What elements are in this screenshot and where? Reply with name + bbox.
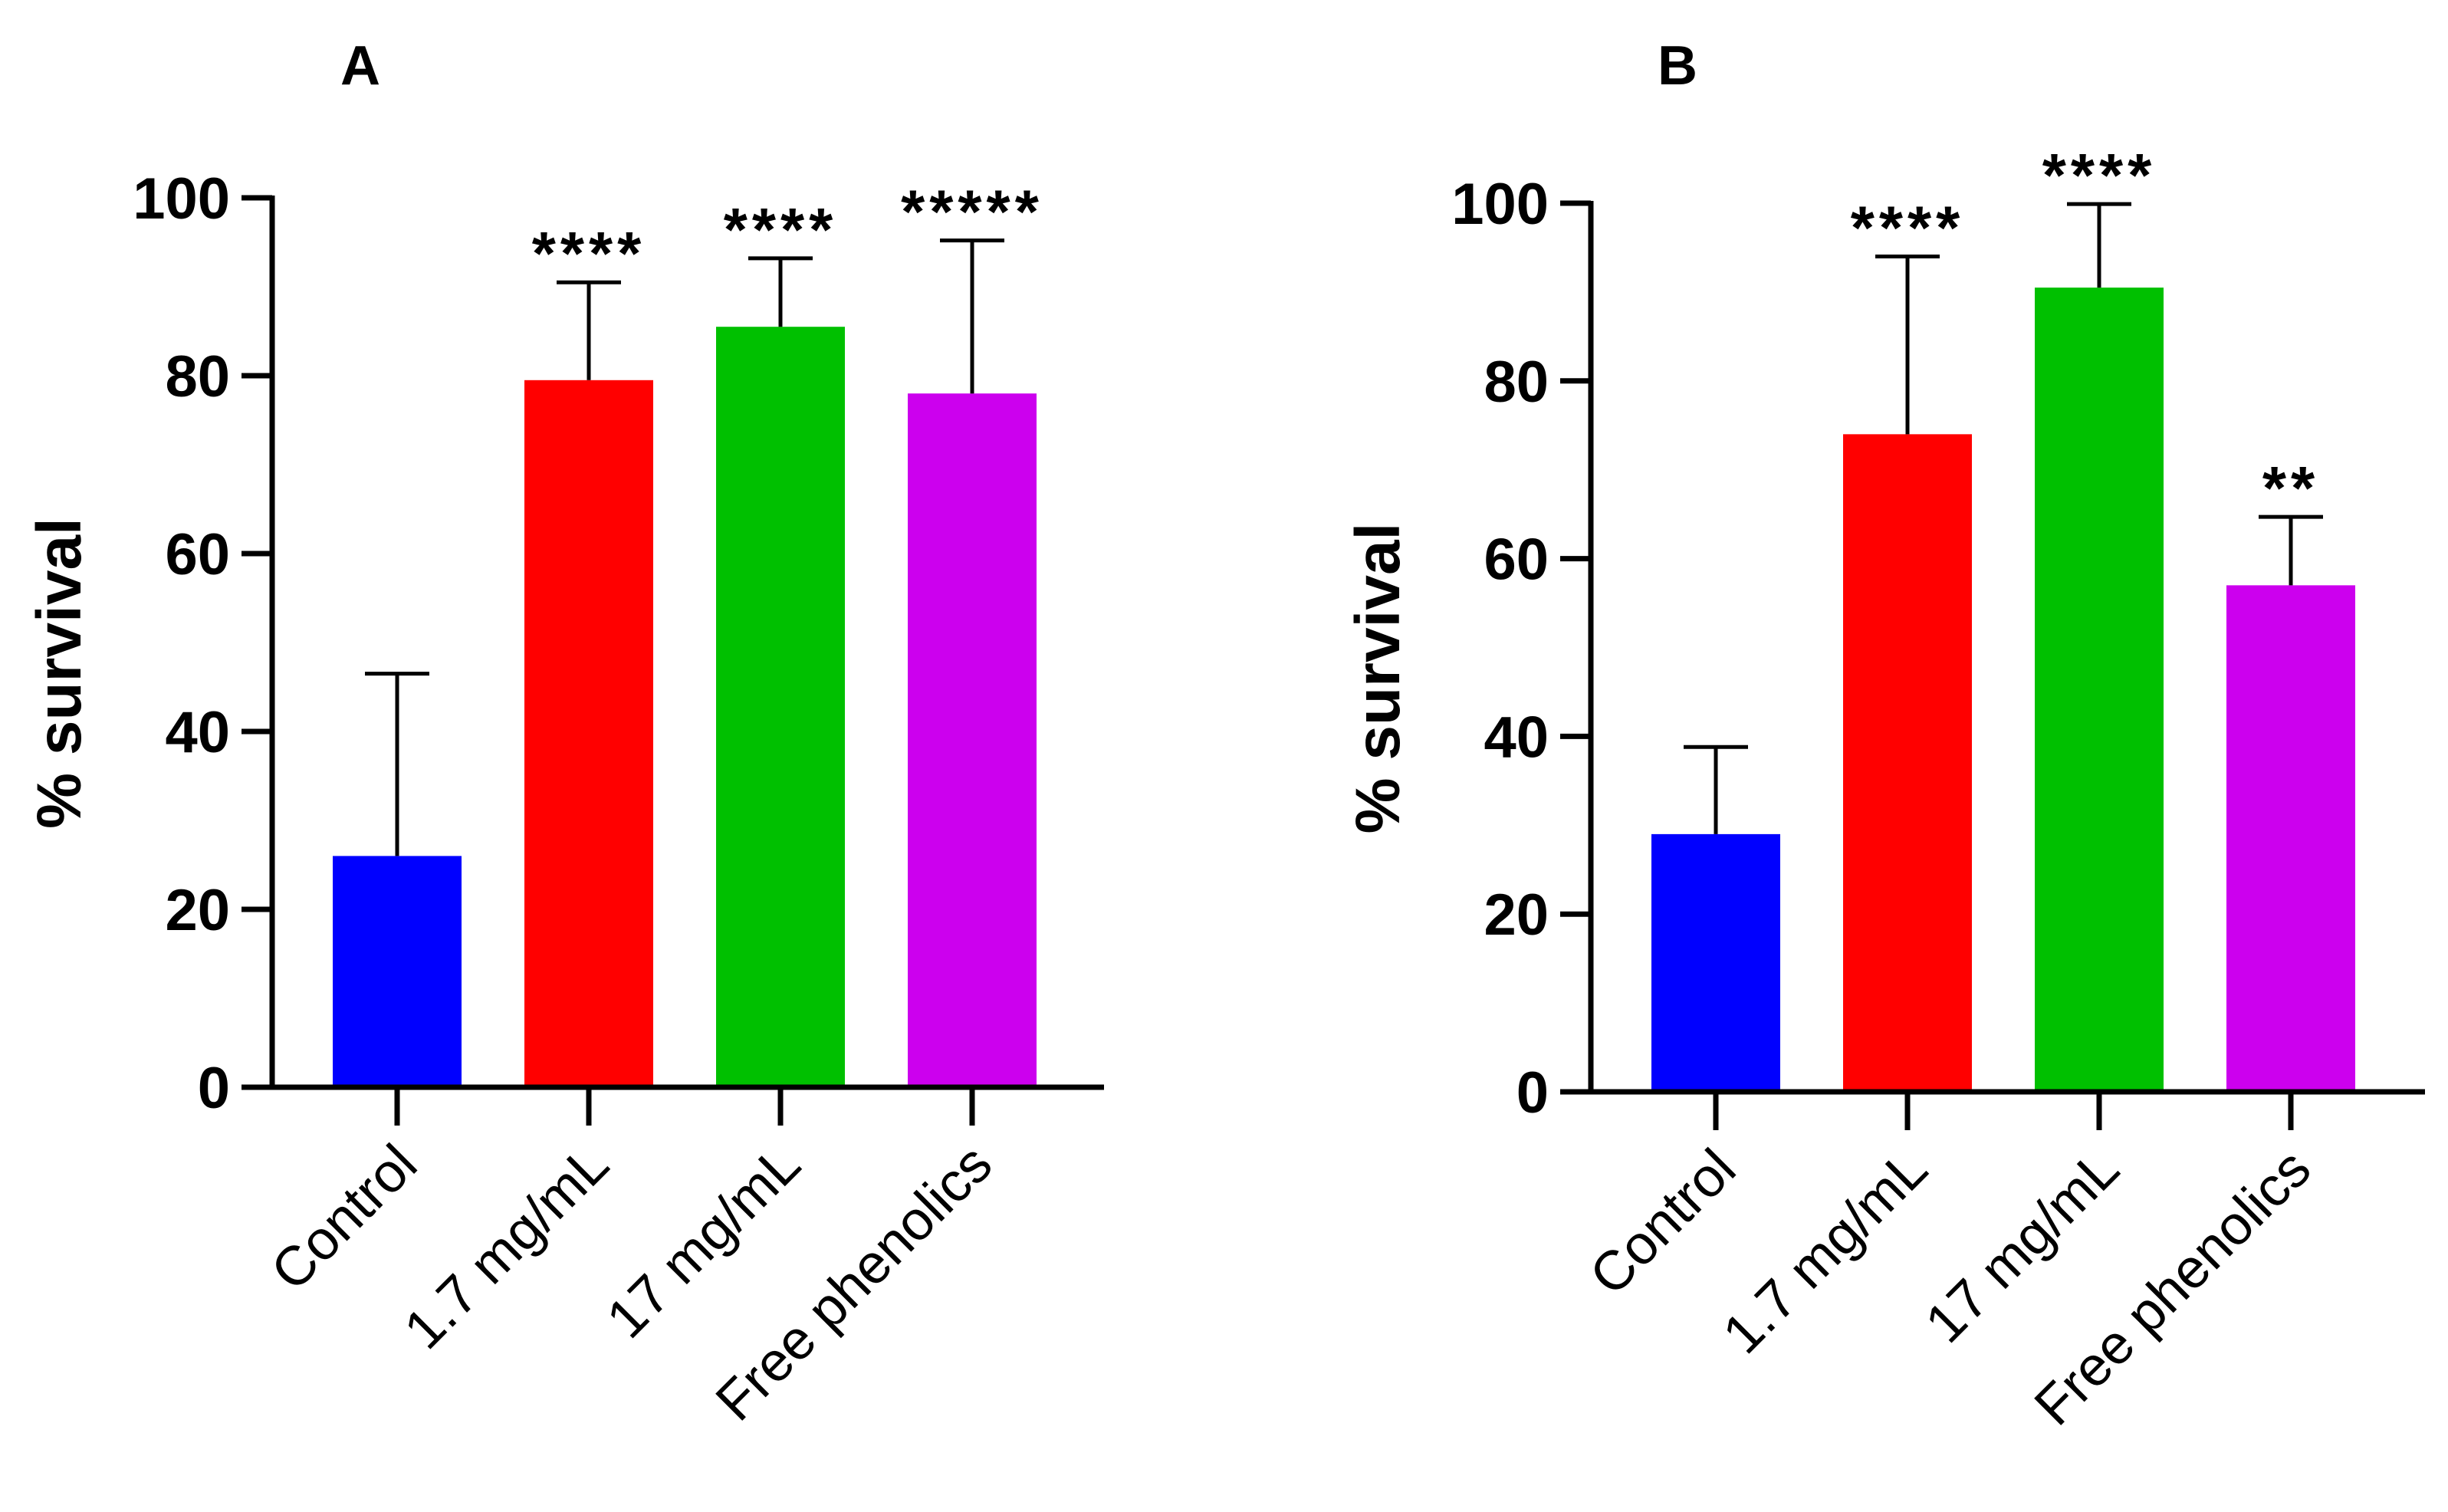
significance-label: ** <box>2262 454 2319 522</box>
y-tick-label: 100 <box>1451 172 1549 237</box>
bar-a-2 <box>716 327 845 1087</box>
panel-label: A <box>340 35 380 97</box>
significance-label: **** <box>532 219 646 288</box>
y-axis-title: % survival <box>25 518 94 829</box>
bar-a-1 <box>524 380 653 1087</box>
y-tick-label: 80 <box>1484 350 1549 415</box>
bar-b-3 <box>2226 585 2355 1092</box>
category-label: Control <box>260 1133 429 1303</box>
y-tick-label: 20 <box>165 878 230 943</box>
y-tick-label: 60 <box>165 522 230 587</box>
bar-a-3 <box>908 393 1037 1087</box>
y-tick-label: 0 <box>198 1056 230 1121</box>
y-tick-label: 40 <box>165 700 230 765</box>
bar-b-2 <box>2035 288 2164 1093</box>
significance-label: **** <box>1851 194 1965 262</box>
y-tick-label: 80 <box>165 344 230 409</box>
bar-b-0 <box>1651 833 1780 1092</box>
y-tick-label: 20 <box>1484 883 1549 948</box>
y-tick-label: 100 <box>133 166 230 232</box>
significance-label: **** <box>724 196 838 264</box>
significance-label: ***** <box>901 178 1043 246</box>
category-label: 1.7 mg/mL <box>393 1133 620 1361</box>
category-label: 1.7 mg/mL <box>1711 1138 1939 1366</box>
y-tick-label: 0 <box>1516 1060 1549 1126</box>
panel-label: B <box>1658 35 1697 97</box>
significance-label: **** <box>2042 141 2157 209</box>
y-axis-title: % survival <box>1343 523 1413 834</box>
bar-b-1 <box>1843 434 1972 1092</box>
y-tick-label: 60 <box>1484 528 1549 593</box>
category-label: Control <box>1579 1138 1748 1307</box>
bar-a-0 <box>333 856 462 1087</box>
y-tick-label: 40 <box>1484 705 1549 770</box>
